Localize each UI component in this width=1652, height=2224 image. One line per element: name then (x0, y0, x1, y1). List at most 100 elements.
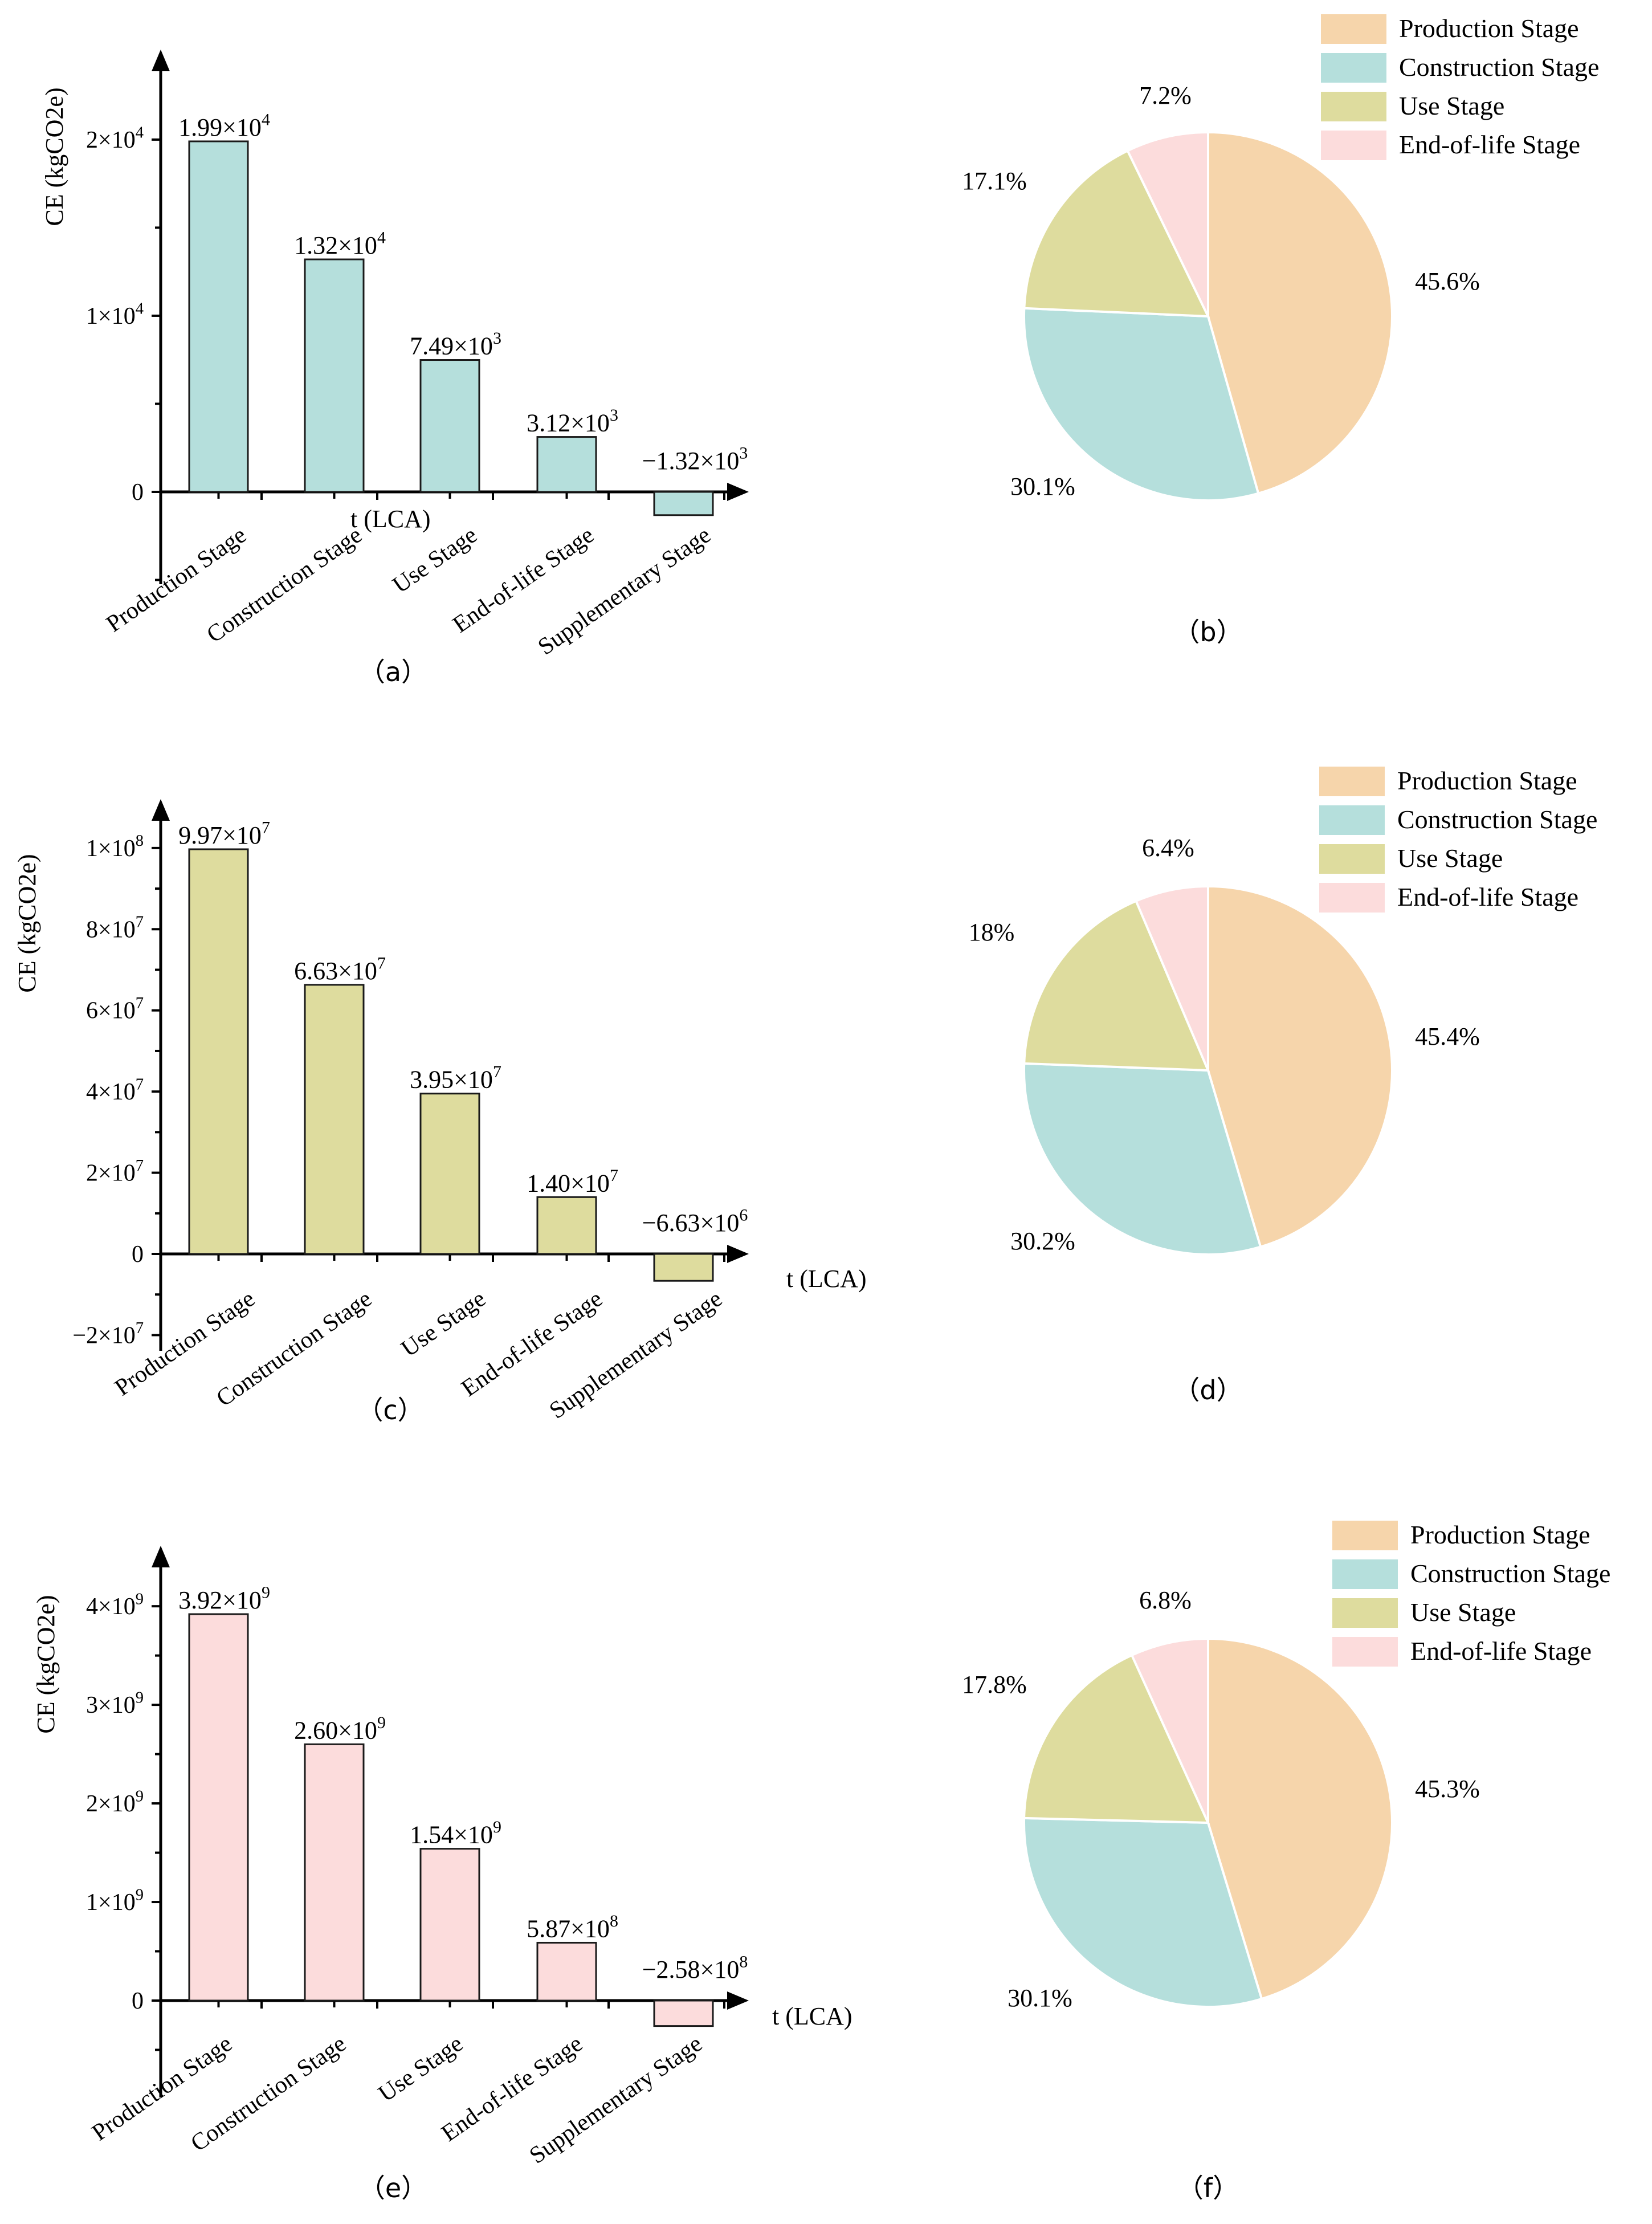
bar-2 (304, 1743, 365, 2002)
y-tick-label: 4×109 (86, 1591, 144, 1620)
y-tick-label: 0 (132, 1988, 144, 2014)
legend-swatch (1332, 1559, 1398, 1589)
pie-chart-b: 45.6% 30.1% 17.1% 7.2% Production Stage Const… (962, 14, 1599, 647)
legend-swatch (1332, 1637, 1398, 1667)
y-axis-title: CE (kgCO2e) (40, 87, 68, 226)
legend-label: End-of-life Stage (1410, 1636, 1592, 1665)
bar-value-label: −1.32×103 (642, 444, 748, 475)
x-axis-title: t (LCA) (772, 2002, 852, 2030)
bar-value-label: 3.95×107 (410, 1062, 501, 1093)
y-tick-label: 0 (132, 479, 144, 506)
x-axis-arrow (727, 1245, 749, 1263)
bar-value-label: 7.49×103 (410, 329, 501, 360)
bar-3 (419, 1093, 480, 1255)
bar-chart-a: 0 1×104 2×104 1.99×104 1.32×104 7.49×103 3.12×… (40, 50, 749, 687)
bar-value-label: 9.97×107 (178, 818, 270, 849)
bar-2 (304, 258, 365, 493)
y-axis-arrow (152, 1546, 170, 1567)
pie-slice-4 (1130, 1637, 1209, 1823)
pie-slice-label: 7.2% (1139, 82, 1192, 109)
bar-5 (653, 1253, 714, 1282)
pie-slice-label: 17.1% (962, 167, 1027, 195)
pie-slice-1 (1207, 131, 1393, 495)
y-tick-label: 2×104 (86, 124, 144, 153)
pie-slice-label: 30.1% (1007, 1984, 1072, 2012)
y-tick-label: 4×107 (86, 1076, 144, 1106)
legend-label: Use Stage (1399, 91, 1504, 120)
legend-swatch (1321, 131, 1386, 160)
bar-chart-c: −2×107 0 2×107 4×107 6×107 8×107 1×108 9.97×107… (13, 799, 867, 1425)
y-axis-title: CE (kgCO2e) (13, 854, 41, 992)
bar-value-label: 2.60×109 (294, 1713, 386, 1744)
y-tick-label: 2×107 (86, 1157, 144, 1187)
legend-label: End-of-life Stage (1397, 882, 1578, 911)
x-axis-arrow (727, 1991, 749, 2010)
legend-swatch (1332, 1521, 1398, 1550)
legend-swatch (1319, 844, 1385, 874)
bar-value-label: 1.99×104 (178, 111, 270, 141)
x-category-label: Use Stage (388, 522, 482, 599)
bar-5 (653, 1999, 714, 2027)
x-axis-title: t (LCA) (350, 505, 431, 533)
legend-label: Production Stage (1410, 1520, 1590, 1549)
bar-value-label: 1.40×107 (527, 1166, 618, 1197)
legend-label: Construction Stage (1410, 1559, 1610, 1588)
legend-swatch (1319, 767, 1385, 796)
x-axis-arrow (727, 483, 749, 501)
legend-swatch (1321, 53, 1386, 83)
pie-slice-3 (1023, 899, 1210, 1072)
bar-2 (304, 984, 365, 1255)
bar-value-label: −2.58×108 (642, 1953, 748, 1983)
pie-slice-1 (1207, 885, 1393, 1249)
pie-slice-label: 45.6% (1415, 267, 1480, 295)
panel-label: （f） (1177, 2173, 1239, 2203)
x-category-label: Use Stage (374, 2031, 468, 2108)
x-axis-title: t (LCA) (786, 1265, 867, 1293)
bar-value-label: 3.12×103 (527, 406, 618, 437)
y-axis-arrow (152, 50, 170, 71)
legend-swatch (1321, 92, 1386, 121)
pie-slice-1 (1207, 1637, 1393, 2001)
pie-chart-f: 45.3% 30.1% 17.8% 6.8% Production Stage Const… (962, 1520, 1610, 2203)
bar-3 (419, 359, 480, 493)
bar-1 (188, 848, 249, 1255)
y-axis-arrow (152, 799, 170, 821)
bar-4 (536, 436, 597, 493)
panel-label: （c） (357, 1395, 423, 1425)
pie-chart-d: 45.4% 30.2% 18% 6.4% Production Stage Constru… (969, 766, 1598, 1406)
pie-slice-3 (1023, 1653, 1210, 1824)
bar-5 (653, 491, 714, 516)
panel-label: （b） (1173, 617, 1242, 647)
legend-label: Construction Stage (1399, 52, 1599, 82)
pie-slice-label: 30.1% (1010, 473, 1075, 500)
pie-slice-label: 45.3% (1415, 1775, 1480, 1803)
pie-slice-label: 6.4% (1142, 834, 1194, 862)
legend-label: Production Stage (1399, 14, 1579, 43)
y-tick-label: 2×109 (86, 1787, 144, 1817)
legend-label: Use Stage (1397, 844, 1503, 873)
bar-4 (536, 1941, 597, 2002)
bar-3 (419, 1848, 480, 2002)
legend: Production Stage Construction Stage Use St… (1332, 1520, 1610, 1667)
legend-swatch (1319, 805, 1385, 835)
legend-label: Production Stage (1397, 766, 1577, 795)
bar-value-label: 6.63×107 (294, 954, 386, 984)
pie-slice-3 (1023, 149, 1210, 318)
pie-slice-label: 45.4% (1415, 1023, 1480, 1050)
legend: Production Stage Construction Stage Use St… (1319, 766, 1597, 913)
pie-slice-label: 30.2% (1010, 1227, 1075, 1255)
bar-value-label: 1.32×104 (294, 229, 386, 259)
bar-1 (188, 140, 249, 493)
pie-slice-2 (1022, 307, 1260, 502)
y-tick-label: 1×104 (86, 300, 144, 329)
legend-label: End-of-life Stage (1399, 130, 1580, 159)
pie-slice-label: 17.8% (962, 1671, 1027, 1698)
bar-value-label: 3.92×109 (178, 1583, 270, 1614)
panel-label: （e） (359, 2173, 427, 2203)
legend-label: Use Stage (1410, 1598, 1516, 1627)
pie-slice-2 (1023, 1062, 1262, 1256)
bar-1 (188, 1613, 249, 2002)
y-tick-label: 6×107 (86, 995, 144, 1024)
y-tick-label: 1×109 (86, 1886, 144, 1916)
y-tick-label: 0 (132, 1241, 144, 1268)
